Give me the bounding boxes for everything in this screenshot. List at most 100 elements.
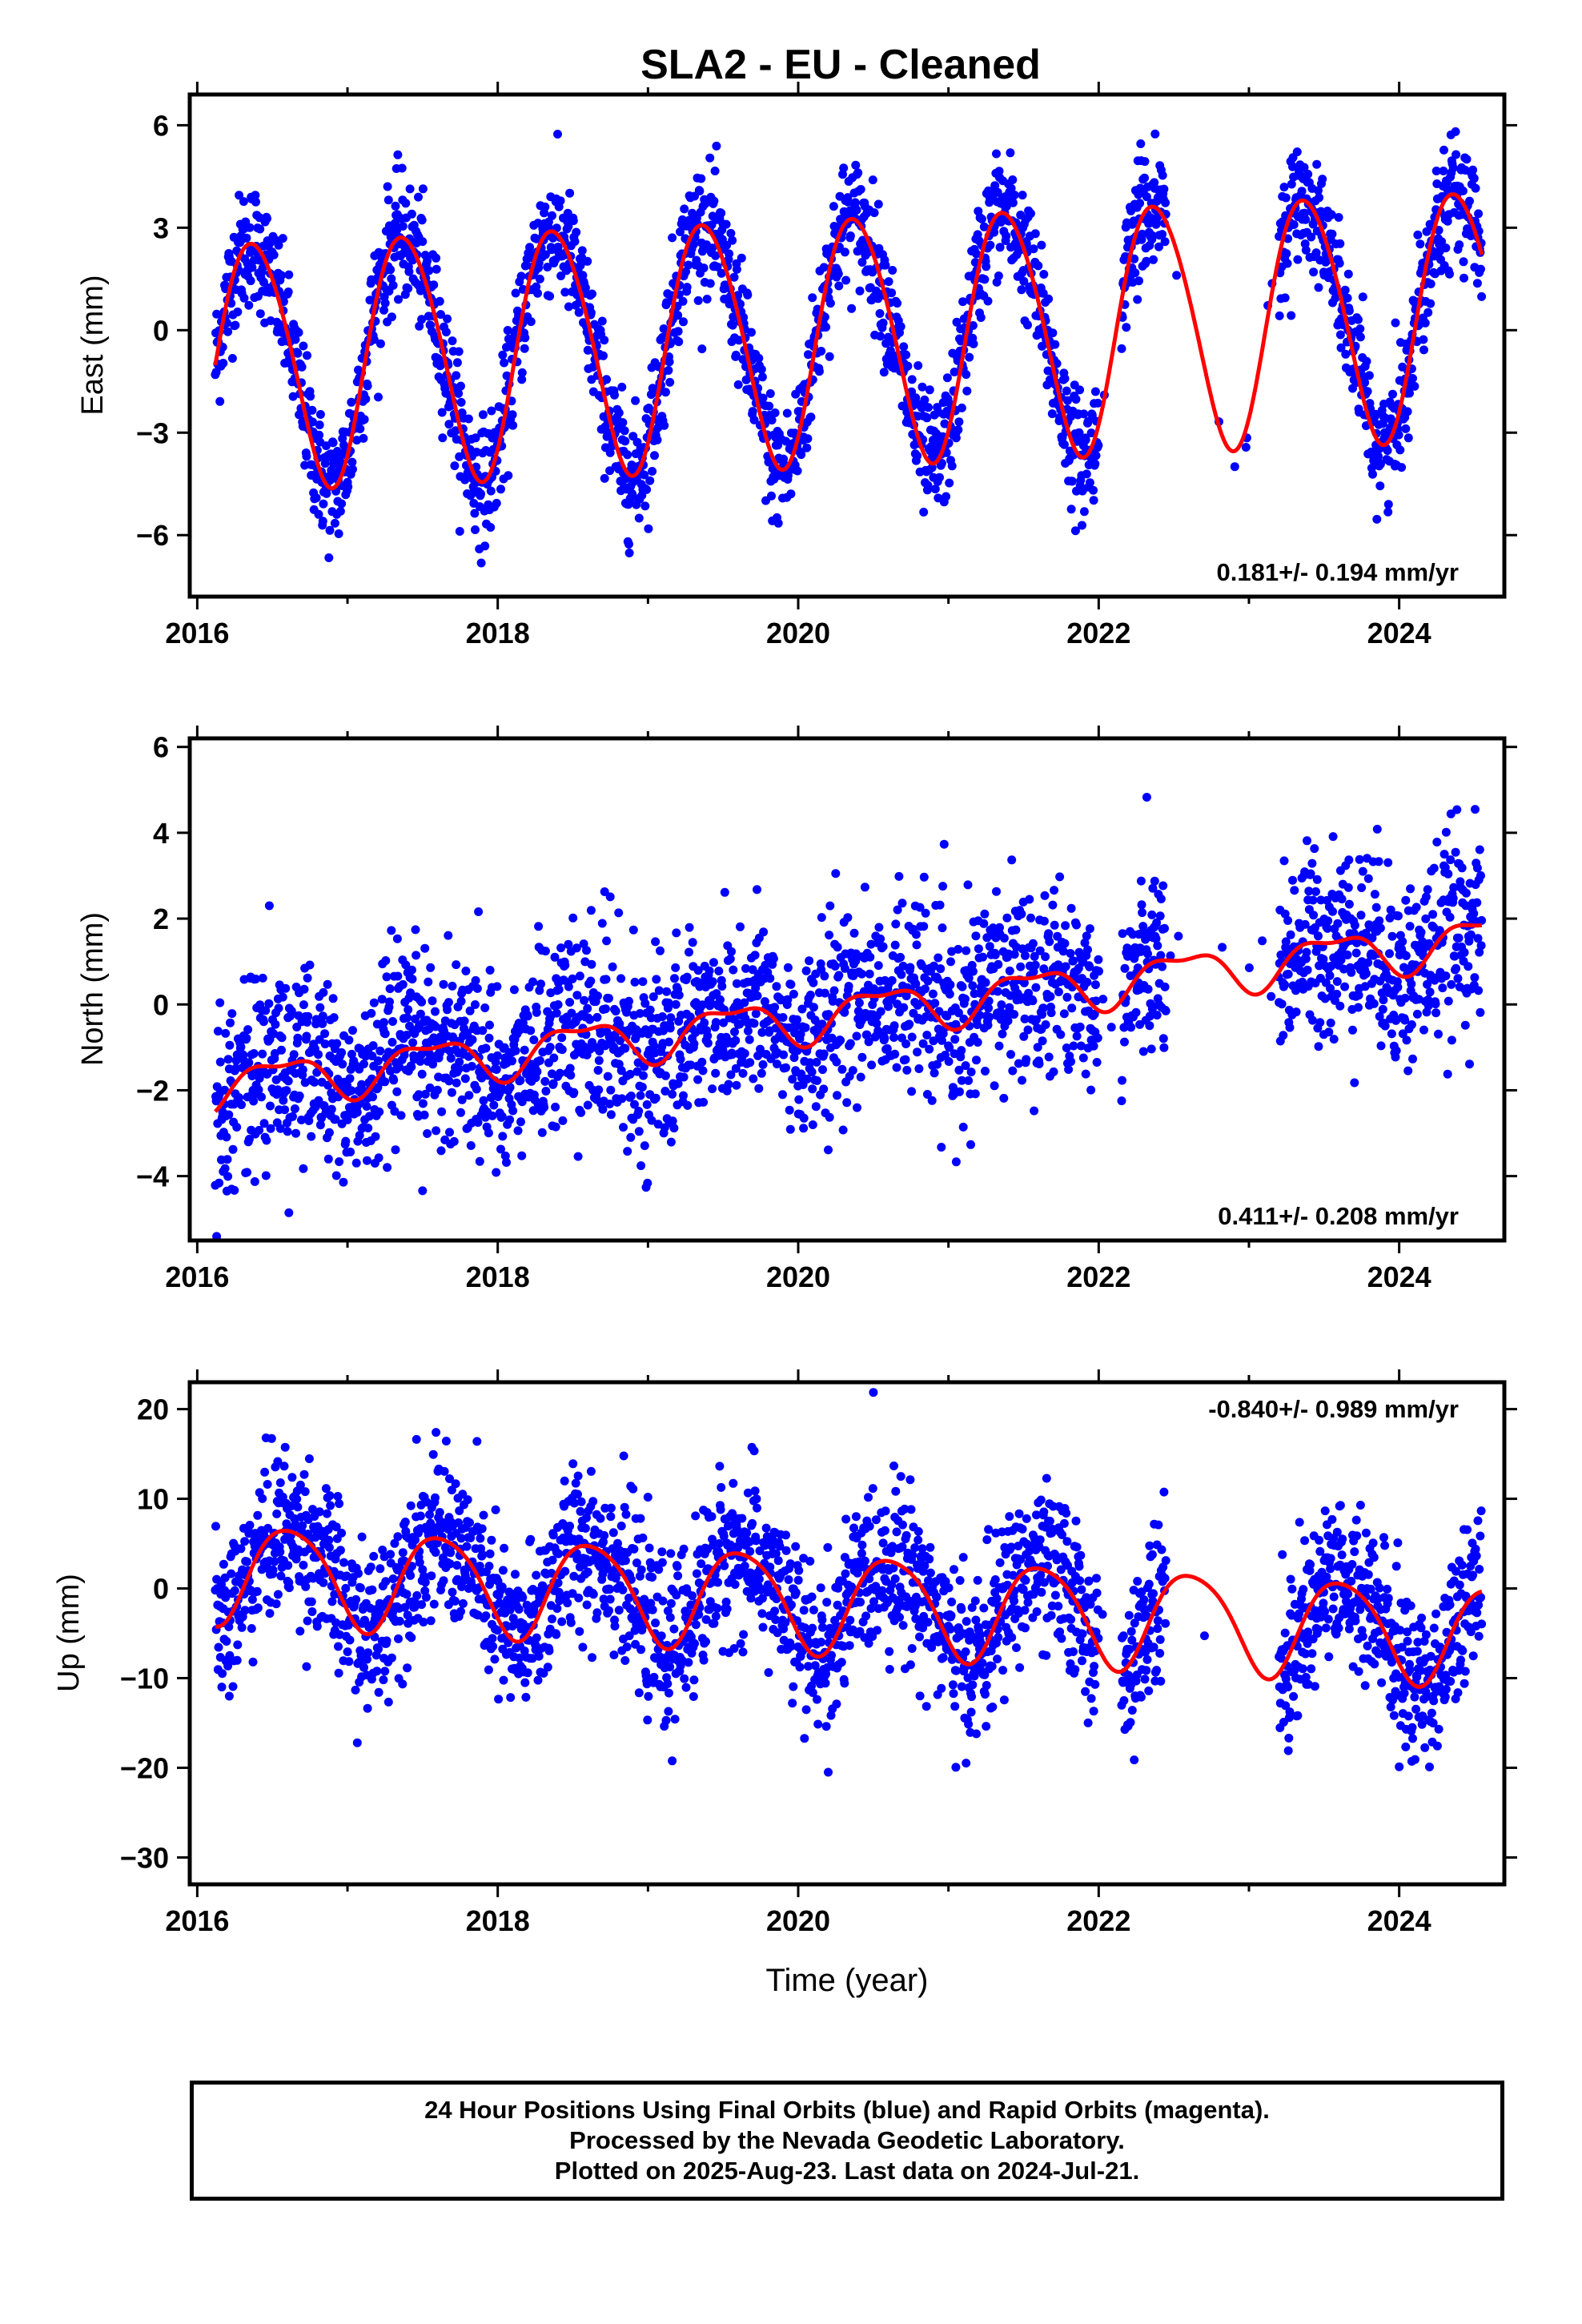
north-data-point bbox=[1419, 1025, 1428, 1035]
north-y-tick-label: −2 bbox=[136, 1074, 169, 1107]
east-data-point bbox=[732, 264, 741, 274]
north-data-point bbox=[1375, 916, 1384, 926]
east-data-point bbox=[320, 459, 330, 468]
east-data-point bbox=[548, 211, 556, 220]
east-data-point bbox=[1230, 462, 1239, 472]
east-data-point bbox=[437, 408, 447, 417]
east-data-point bbox=[335, 506, 345, 516]
north-data-point bbox=[1411, 903, 1421, 912]
east-data-point bbox=[1281, 193, 1291, 203]
east-data-point bbox=[1030, 229, 1040, 239]
north-data-point bbox=[307, 1132, 316, 1141]
east-data-point bbox=[1159, 184, 1169, 194]
north-data-point bbox=[586, 976, 596, 986]
north-data-point bbox=[1441, 827, 1451, 837]
north-data-point bbox=[981, 1067, 990, 1076]
north-data-point bbox=[557, 1045, 567, 1055]
north-data-point bbox=[262, 1136, 271, 1145]
east-data-point bbox=[1309, 267, 1319, 277]
north-data-point bbox=[907, 1032, 917, 1042]
north-data-point bbox=[1343, 951, 1352, 959]
north-data-point bbox=[874, 923, 884, 932]
north-data-point bbox=[1412, 1009, 1422, 1019]
east-data-point bbox=[893, 299, 902, 308]
east-data-point bbox=[1374, 452, 1383, 461]
east-data-point bbox=[942, 373, 952, 383]
north-data-point bbox=[616, 974, 626, 983]
north-data-point bbox=[1050, 886, 1059, 895]
north-data-point bbox=[418, 1186, 428, 1196]
east-data-point bbox=[1413, 230, 1423, 239]
north-data-point bbox=[805, 956, 814, 966]
north-data-point bbox=[818, 1065, 827, 1075]
east-data-point bbox=[380, 299, 390, 308]
north-data-point bbox=[1072, 920, 1081, 930]
north-data-point bbox=[812, 1057, 821, 1067]
east-data-point bbox=[517, 368, 527, 377]
east-data-point bbox=[1160, 237, 1170, 247]
north-data-point bbox=[671, 999, 681, 1009]
east-data-point bbox=[599, 351, 608, 360]
north-data-point bbox=[481, 1043, 491, 1053]
north-data-point bbox=[689, 1039, 699, 1048]
north-data-point bbox=[887, 975, 897, 985]
north-data-point bbox=[304, 1116, 314, 1125]
east-data-point bbox=[1037, 240, 1046, 250]
north-data-point bbox=[426, 963, 436, 972]
north-data-point bbox=[957, 1046, 966, 1055]
north-data-point bbox=[1008, 1066, 1018, 1076]
east-data-point bbox=[665, 357, 674, 367]
north-data-point bbox=[605, 892, 615, 902]
north-data-point bbox=[1402, 1035, 1411, 1045]
east-data-point bbox=[980, 275, 990, 284]
north-data-point bbox=[224, 1110, 234, 1120]
north-data-point bbox=[1350, 921, 1359, 930]
north-data-point bbox=[332, 1039, 342, 1048]
east-data-point bbox=[361, 394, 371, 404]
north-data-point bbox=[603, 1072, 612, 1081]
north-data-point bbox=[938, 882, 948, 891]
north-data-point bbox=[759, 927, 769, 937]
east-data-point bbox=[242, 233, 251, 243]
east-data-point bbox=[1363, 387, 1372, 396]
north-data-point bbox=[890, 1049, 900, 1059]
north-data-point bbox=[237, 1100, 246, 1109]
north-data-point bbox=[592, 1012, 602, 1022]
north-data-point bbox=[1428, 910, 1438, 919]
north-data-point bbox=[725, 955, 735, 963]
north-data-point bbox=[388, 1017, 397, 1026]
north-data-point bbox=[586, 906, 596, 915]
chart-title: SLA2 - EU - Cleaned bbox=[640, 42, 1041, 88]
east-data-point bbox=[564, 222, 573, 231]
east-data-point bbox=[1383, 500, 1393, 509]
east-data-point bbox=[553, 130, 562, 139]
north-data-point bbox=[583, 1003, 592, 1013]
north-data-point bbox=[911, 930, 921, 939]
east-data-point bbox=[1460, 273, 1468, 283]
north-data-point bbox=[897, 899, 907, 908]
east-data-point bbox=[487, 406, 496, 416]
north-data-point bbox=[1005, 966, 1014, 975]
east-data-point bbox=[1415, 239, 1425, 249]
north-data-point bbox=[1452, 963, 1461, 973]
east-x-tick-label: 2020 bbox=[766, 617, 830, 649]
east-data-point bbox=[1010, 191, 1019, 199]
north-data-point bbox=[472, 1084, 481, 1094]
north-data-point bbox=[379, 1018, 388, 1027]
east-data-point bbox=[215, 396, 225, 406]
north-data-point bbox=[1041, 1020, 1050, 1029]
north-data-point bbox=[666, 1013, 676, 1023]
east-data-point bbox=[829, 202, 838, 211]
north-data-point bbox=[643, 1178, 652, 1188]
north-data-point bbox=[801, 1023, 810, 1032]
east-data-point bbox=[674, 337, 684, 347]
east-data-point bbox=[954, 417, 964, 427]
north-data-point bbox=[672, 928, 681, 938]
north-data-point bbox=[417, 997, 427, 1007]
north-data-point bbox=[963, 880, 973, 890]
north-data-point bbox=[979, 919, 989, 928]
east-data-point bbox=[337, 499, 347, 509]
north-data-point bbox=[1018, 1076, 1026, 1085]
north-data-point bbox=[549, 1053, 559, 1063]
north-data-point bbox=[1447, 1035, 1456, 1045]
